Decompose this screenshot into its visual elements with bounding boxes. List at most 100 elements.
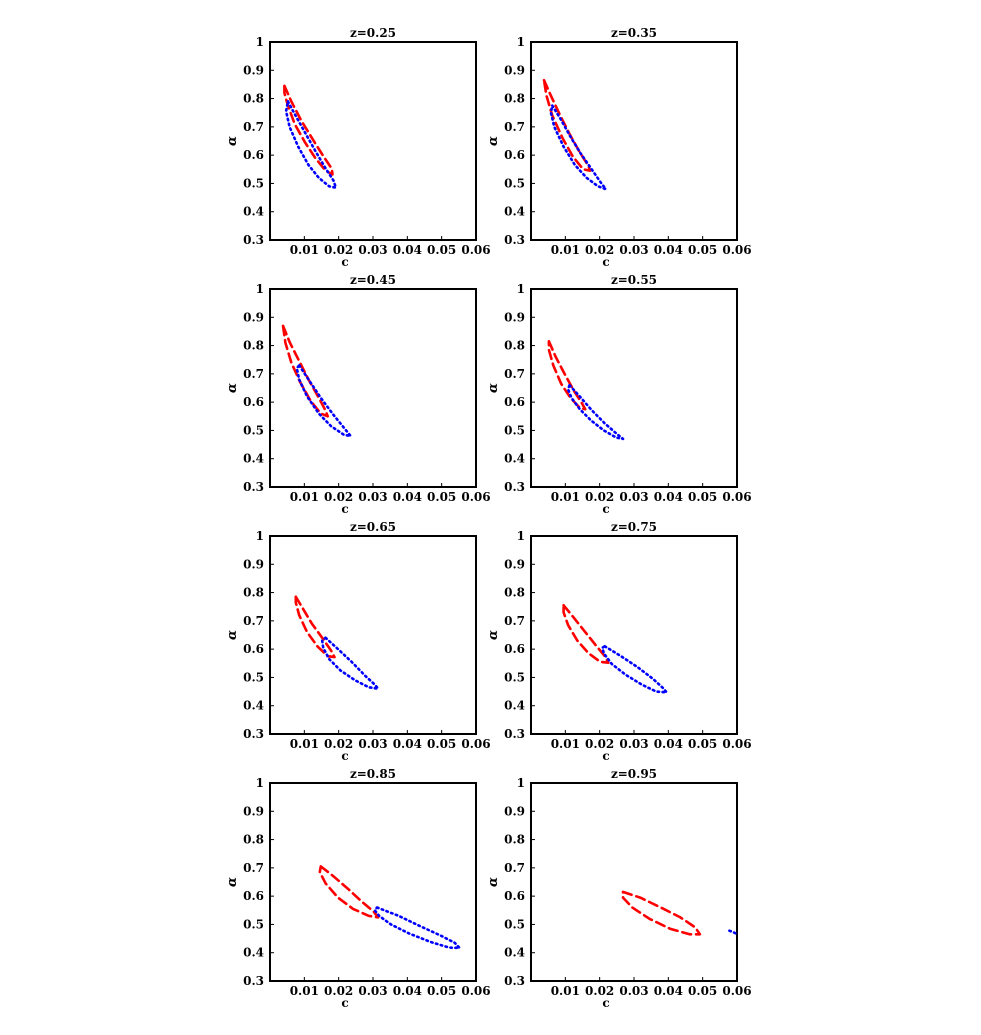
x-tick-label: 0.05 <box>427 737 456 751</box>
x-tick-label: 0.02 <box>324 984 353 998</box>
x-tick-label: 0.05 <box>427 243 456 257</box>
y-tick-label: 1 <box>256 776 264 790</box>
y-tick-label: 0.7 <box>504 614 525 628</box>
y-axis-label: α <box>486 877 501 887</box>
y-tick-label: 0.7 <box>243 120 264 134</box>
y-tick-label: 0.4 <box>504 452 525 466</box>
dashed-contour-series-1 <box>318 865 380 919</box>
y-tick-label: 0.8 <box>504 833 525 847</box>
panel-title: z=0.65 <box>350 520 396 534</box>
plot-frame <box>530 535 738 735</box>
y-tick-label: 0.5 <box>504 176 525 190</box>
y-tick-label: 0.8 <box>504 586 525 600</box>
x-tick-label: 0.01 <box>290 737 319 751</box>
y-tick-label: 0.5 <box>504 423 525 437</box>
x-tick-label: 0.04 <box>654 490 683 504</box>
y-tick-label: 0.4 <box>504 946 525 960</box>
dashed-contour-series-1 <box>621 890 702 936</box>
x-tick-label: 0.03 <box>619 243 648 257</box>
plot-frame <box>530 288 738 488</box>
y-axis-label: α <box>225 630 240 640</box>
x-axis-label: c <box>602 255 609 269</box>
x-tick-label: 0.05 <box>688 243 717 257</box>
y-tick-label: 0.8 <box>243 92 264 106</box>
y-axis-label: α <box>486 383 501 393</box>
x-tick-label: 0.04 <box>654 984 683 998</box>
x-axis-label: c <box>341 255 348 269</box>
y-tick-label: 0.3 <box>504 233 525 247</box>
panel-2: z=0.35 0.01 0.02 0.03 0.04 0.05 0.06 0.3 0.4 0.5 0… <box>486 26 752 269</box>
x-tick-label: 0.03 <box>358 243 387 257</box>
y-tick-label: 0.9 <box>243 804 264 818</box>
x-tick-label: 0.04 <box>393 737 422 751</box>
panel-title: z=0.75 <box>611 520 657 534</box>
panel-title: z=0.25 <box>350 26 396 40</box>
y-tick-label: 1 <box>517 776 525 790</box>
dashed-contour-series-1 <box>547 340 587 411</box>
panel-5: z=0.65 0.01 0.02 0.03 0.04 0.05 0.06 0.3 0.4 0.5 0… <box>225 520 491 763</box>
y-tick-label: 1 <box>256 35 264 49</box>
y-tick-label: 0.3 <box>243 974 264 988</box>
y-tick-label: 1 <box>256 529 264 543</box>
y-axis-label: α <box>225 136 240 146</box>
y-tick-label: 0.4 <box>243 452 264 466</box>
x-tick-label: 0.06 <box>461 984 490 998</box>
y-tick-label: 0.4 <box>243 699 264 713</box>
x-tick-label: 0.02 <box>324 737 353 751</box>
y-tick-label: 0.5 <box>243 917 264 931</box>
x-tick-label: 0.06 <box>461 243 490 257</box>
x-tick-label: 0.05 <box>427 490 456 504</box>
y-tick-label: 0.9 <box>243 557 264 571</box>
y-axis-label: α <box>486 630 501 640</box>
x-tick-label: 0.05 <box>688 984 717 998</box>
plot-frame <box>530 782 738 982</box>
y-tick-label: 0.6 <box>504 148 525 162</box>
x-tick-label: 0.04 <box>393 490 422 504</box>
y-tick-label: 0.7 <box>243 861 264 875</box>
y-tick-label: 0.5 <box>504 917 525 931</box>
x-axis-label: c <box>341 996 348 1010</box>
dashed-contour-series-1 <box>281 324 329 418</box>
y-tick-label: 0.7 <box>504 861 525 875</box>
plot-frame <box>269 535 477 735</box>
plot-frame <box>269 41 477 241</box>
y-tick-label: 0.4 <box>504 699 525 713</box>
x-tick-label: 0.03 <box>619 490 648 504</box>
x-tick-label: 0.03 <box>358 490 387 504</box>
y-tick-label: 0.6 <box>504 395 525 409</box>
y-tick-label: 0.5 <box>504 670 525 684</box>
dotted-contour-series-2 <box>566 383 625 441</box>
panel-title: z=0.55 <box>611 273 657 287</box>
y-tick-label: 0.8 <box>243 339 264 353</box>
y-tick-label: 0.6 <box>243 148 264 162</box>
x-tick-label: 0.01 <box>290 984 319 998</box>
y-axis-label: α <box>225 877 240 887</box>
x-tick-label: 0.06 <box>461 737 490 751</box>
dotted-contour-series-2 <box>373 906 461 950</box>
y-tick-label: 0.3 <box>504 974 525 988</box>
x-tick-label: 0.06 <box>722 737 751 751</box>
x-tick-label: 0.04 <box>393 984 422 998</box>
plot-frame <box>269 288 477 488</box>
y-tick-label: 1 <box>517 529 525 543</box>
x-tick-label: 0.01 <box>551 737 580 751</box>
y-tick-label: 0.7 <box>243 614 264 628</box>
dotted-contour-series-2 <box>295 364 352 438</box>
x-tick-label: 0.02 <box>585 243 614 257</box>
y-tick-label: 0.8 <box>243 833 264 847</box>
x-tick-label: 0.03 <box>619 737 648 751</box>
x-tick-label: 0.02 <box>585 984 614 998</box>
x-axis-label: c <box>341 749 348 763</box>
y-tick-label: 0.5 <box>243 176 264 190</box>
y-tick-label: 0.9 <box>504 63 525 77</box>
y-tick-label: 0.9 <box>504 557 525 571</box>
y-tick-label: 0.3 <box>243 480 264 494</box>
panel-title: z=0.95 <box>611 767 657 781</box>
x-tick-label: 0.05 <box>427 984 456 998</box>
y-tick-label: 0.6 <box>243 642 264 656</box>
y-tick-label: 1 <box>517 35 525 49</box>
x-axis-label: c <box>341 502 348 516</box>
y-tick-label: 0.5 <box>243 423 264 437</box>
y-tick-label: 0.8 <box>243 586 264 600</box>
